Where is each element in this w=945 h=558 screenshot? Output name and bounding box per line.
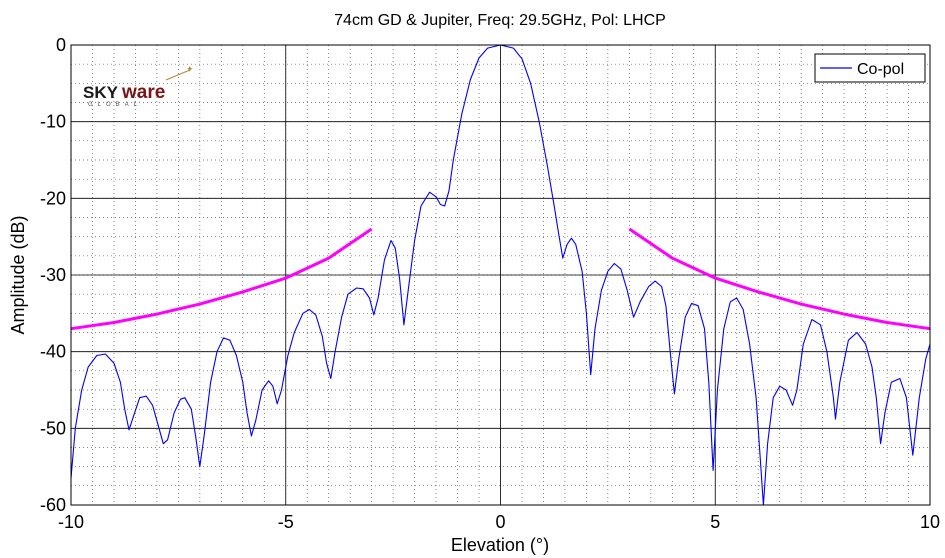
series-line-co-pol xyxy=(70,44,931,506)
x-tick-labels: -10 -5 0 5 10 xyxy=(58,512,940,532)
logo-global-text: GLOBAL xyxy=(88,102,142,108)
y-tick-label: -60 xyxy=(40,495,66,515)
legend: Co-pol xyxy=(814,53,926,83)
x-tick-label: 10 xyxy=(920,512,940,532)
series-line-mask-0 xyxy=(70,227,373,331)
legend-label-co-pol: Co-pol xyxy=(857,61,904,78)
x-tick-label: -5 xyxy=(278,512,294,532)
x-axis-label: Elevation (°) xyxy=(451,535,549,555)
plot-frame xyxy=(70,44,931,506)
skyware-logo: SKY ware ✦ GLOBAL xyxy=(83,65,194,108)
y-tick-label: -50 xyxy=(40,418,66,438)
chart-title: 74cm GD & Jupiter, Freq: 29.5GHz, Pol: L… xyxy=(334,12,666,29)
x-tick-label: -10 xyxy=(58,512,84,532)
x-tick-label: 0 xyxy=(495,512,505,532)
logo-swoosh xyxy=(165,69,191,81)
series-line-mask-1 xyxy=(628,227,931,331)
y-tick-label: -40 xyxy=(40,342,66,362)
y-tick-label: -10 xyxy=(40,112,66,132)
y-tick-labels: 0 -10 -20 -30 -40 -50 -60 xyxy=(40,35,66,515)
y-axis-label: Amplitude (dB) xyxy=(8,215,28,334)
logo-star-icon: ✦ xyxy=(186,65,194,75)
y-tick-label: -30 xyxy=(40,265,66,285)
y-tick-label: -20 xyxy=(40,188,66,208)
logo-ware-text: ware xyxy=(121,82,165,103)
y-tick-label: 0 xyxy=(56,35,66,55)
logo-sky-text: SKY xyxy=(83,83,119,102)
x-tick-label: 5 xyxy=(710,512,720,532)
plot-lines xyxy=(70,44,931,506)
